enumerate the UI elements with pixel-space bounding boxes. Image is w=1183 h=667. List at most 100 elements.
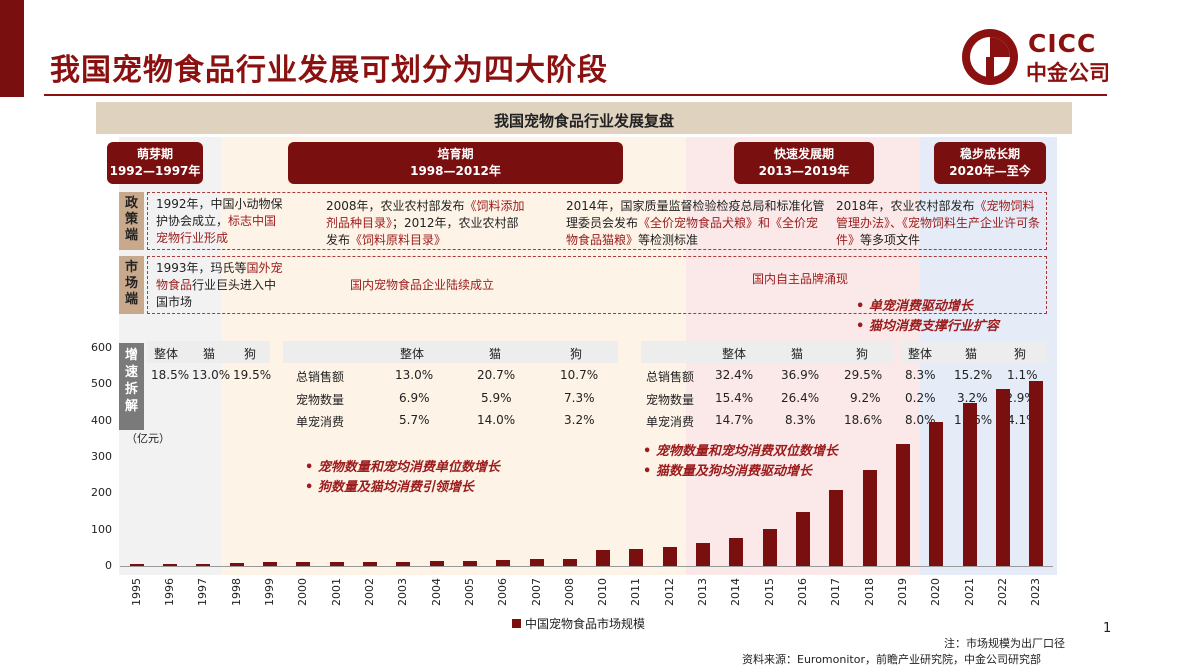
- phase-header-1: 萌芽期 1992—1997年: [107, 142, 203, 184]
- x-tick-label: 1996: [162, 578, 176, 606]
- table-row-label: 单宠消费: [296, 415, 345, 429]
- page-title: 我国宠物食品行业发展可划分为四大阶段: [50, 53, 608, 88]
- x-tick-label: 2020: [929, 578, 943, 606]
- table-cell: 8.0%: [905, 413, 936, 427]
- footer-note: 注：市场规模为出厂口径: [944, 637, 1065, 650]
- title-divider: [44, 94, 1107, 96]
- bar-2002: [362, 562, 377, 566]
- phase-name: 快速发展期: [773, 147, 834, 161]
- phase-years: 1992—1997年: [109, 164, 201, 178]
- table-header: 整体: [154, 347, 179, 361]
- x-tick-label: 1999: [262, 578, 276, 606]
- legend-swatch: [512, 619, 521, 628]
- market-domestic-founded: 国内宠物食品企业陆续成立: [350, 278, 495, 292]
- bar-2017: [829, 490, 844, 566]
- bar-2020: [929, 421, 944, 566]
- policy-1992: 1992年，中国小动物保护协会成立，标志中国宠物行业形成: [156, 197, 283, 245]
- bullet-item: • 宠物数量和宠均消费单位数增长: [305, 460, 500, 475]
- x-tick-label: 2006: [496, 578, 510, 606]
- bar-2023: [1029, 381, 1044, 566]
- bullet-item: • 猫均消费支撑行业扩容: [856, 319, 999, 334]
- bar-2000: [296, 562, 311, 566]
- bar-2022: [996, 389, 1010, 566]
- table-cell: 15.2%: [954, 368, 993, 382]
- x-tick-label: 2014: [729, 578, 743, 606]
- table-cell: 3.2%: [957, 391, 988, 405]
- table-header: 狗: [1014, 347, 1027, 361]
- phase-header-4: 稳步成长期 2020年—至今: [934, 142, 1046, 184]
- y-tick-label: 400: [91, 413, 112, 427]
- y-tick-label: 500: [91, 377, 112, 391]
- x-tick-label: 2015: [762, 578, 776, 606]
- table-cell: 19.5%: [233, 368, 272, 382]
- bar-1997: [196, 563, 211, 566]
- phase2-bullets: • 宠物数量和宠均消费单位数增长 • 狗数量及猫均消费引领增长: [305, 458, 570, 498]
- table-p2-header-bg: [283, 341, 618, 363]
- table-cell: 3.2%: [564, 413, 595, 427]
- header-accent-bar: [0, 0, 24, 97]
- x-tick-label: 2022: [996, 578, 1010, 606]
- table-header: 整体: [908, 347, 933, 361]
- x-tick-label: 2003: [396, 578, 410, 606]
- bullet-item: • 狗数量及猫均消费引领增长: [305, 480, 474, 495]
- x-tick-label: 2008: [562, 578, 576, 606]
- y-tick-label: 300: [91, 450, 112, 463]
- table-p1-header-bg: [147, 341, 270, 363]
- x-tick-label: 2010: [596, 578, 610, 606]
- table-row-label: 总销售额: [296, 370, 345, 384]
- bar-2014: [729, 537, 744, 566]
- table-cell: 1.1%: [1007, 368, 1038, 382]
- chart-unit-label: （亿元）: [126, 432, 170, 445]
- table-cell: 13.0%: [192, 368, 231, 382]
- policy-2018: 2018年，农业农村部发布《宠物饲料管理办法》、《宠物饲料生产企业许可条件》等多…: [836, 199, 1041, 247]
- bar-2010: [596, 550, 611, 566]
- table-header: 狗: [244, 347, 257, 361]
- x-tick-label: 2013: [696, 578, 710, 606]
- policy-2014: 2014年，国家质量监督检验检疫总局和标准化管理委员会发布《全价宠物食品犬粮》和…: [566, 199, 825, 247]
- table-header: 整体: [400, 347, 425, 361]
- bar-1995: [129, 564, 144, 566]
- x-tick-label: 2005: [462, 578, 476, 606]
- phase-name: 培育期: [437, 147, 474, 161]
- phase-years: 2020年—至今: [949, 164, 1031, 178]
- table-header: 猫: [489, 347, 502, 361]
- table-cell: 0.2%: [905, 391, 936, 405]
- table-p4-header-bg: [902, 341, 1047, 363]
- table-header: 狗: [856, 347, 869, 361]
- cicc-logo: CICC 中金公司: [960, 26, 1130, 90]
- bar-2021: [962, 402, 977, 566]
- market-1993: 1993年，玛氏等国外宠物食品行业巨头进入中国市场: [156, 261, 283, 309]
- bar-2004: [429, 561, 444, 566]
- bar-2007: [529, 559, 544, 566]
- phase-years: 1998—2012年: [410, 164, 501, 178]
- table-p3-header-bg: [641, 341, 894, 363]
- bar-2015: [762, 528, 777, 566]
- x-tick-label: 2001: [329, 578, 343, 606]
- table-cell: 15.4%: [715, 391, 754, 405]
- x-tick-label: 2021: [962, 578, 976, 606]
- table-cell: 20.7%: [477, 368, 516, 382]
- table-row-label: 宠物数量: [296, 393, 345, 407]
- table-cell: 6.9%: [399, 391, 430, 405]
- bar-1996: [162, 564, 177, 566]
- x-tick-label: 1998: [229, 578, 243, 606]
- x-tick-label: 2019: [896, 578, 910, 606]
- table-header: 猫: [203, 347, 216, 361]
- y-tick-label: 0: [105, 559, 112, 572]
- policy-row-label: 政策端: [119, 192, 144, 250]
- bar-2001: [329, 562, 344, 566]
- x-tick-label: 2007: [529, 578, 543, 606]
- market-domestic-brands: 国内自主品牌涌现: [752, 272, 849, 286]
- table-cell: 10.7%: [560, 368, 599, 382]
- bar-2003: [396, 561, 411, 566]
- y-tick-label: 600: [91, 341, 112, 354]
- bullet-item: • 猫数量及狗均消费驱动增长: [643, 464, 812, 479]
- logo-cn: 中金公司: [1026, 61, 1110, 85]
- table-cell: 7.3%: [564, 391, 595, 405]
- chart-legend: 中国宠物食品市场规模: [512, 615, 645, 632]
- x-tick-label: 2017: [829, 578, 843, 606]
- table-cell: 36.9%: [781, 368, 820, 382]
- x-tick-label: 1995: [129, 578, 143, 606]
- x-tick-label: 2000: [296, 578, 310, 606]
- x-tick-label: 2011: [629, 578, 643, 606]
